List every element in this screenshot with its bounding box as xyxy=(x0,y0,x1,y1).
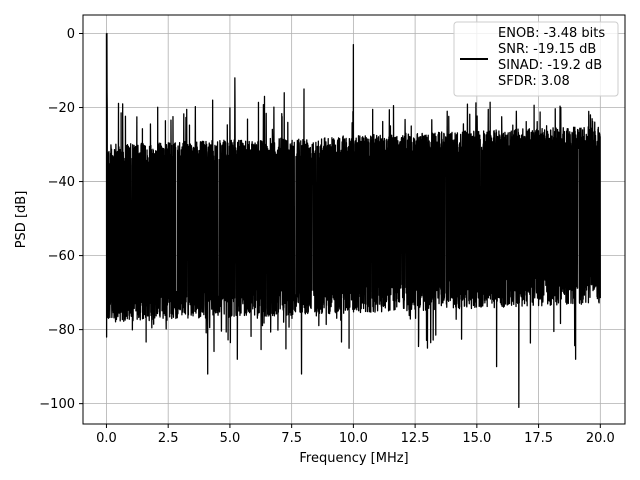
x-tick-label: 0.0 xyxy=(96,431,117,446)
legend-box xyxy=(453,21,619,97)
x-tick-label: 7.5 xyxy=(281,431,302,446)
legend-entry-line: SINAD: -19.2 dB xyxy=(498,58,602,73)
y-axis: 0 −20 −40 −60 −80 −100 xyxy=(39,27,83,412)
y-tick-label: −60 xyxy=(48,249,75,264)
x-axis: 0.0 2.5 5.0 7.5 10.0 12.5 15.0 17.5 20.0 xyxy=(96,424,615,446)
x-tick-label: 15.0 xyxy=(462,431,491,446)
legend-entry-line: SNR: -19.15 dB xyxy=(498,42,596,57)
x-tick-label: 20.0 xyxy=(586,431,615,446)
x-tick-label: 17.5 xyxy=(524,431,553,446)
y-tick-label: −100 xyxy=(39,397,75,412)
x-axis-label: Frequency [MHz] xyxy=(299,451,408,466)
x-tick-label: 2.5 xyxy=(158,431,179,446)
legend-entry-line: ENOB: -3.48 bits xyxy=(498,26,605,41)
x-tick-label: 5.0 xyxy=(220,431,241,446)
psd-series xyxy=(105,32,601,408)
y-tick-label: −40 xyxy=(48,175,75,190)
x-tick-label: 12.5 xyxy=(401,431,430,446)
axes-frame xyxy=(82,14,626,425)
x-tick-label: 10.0 xyxy=(339,431,368,446)
y-tick-label: −20 xyxy=(48,101,75,116)
psd-line xyxy=(105,32,601,408)
y-tick-label: 0 xyxy=(67,27,75,42)
legend-entry-line: SFDR: 3.08 xyxy=(498,74,570,89)
y-axis-label: PSD [dB] xyxy=(14,191,29,249)
y-tick-label: −80 xyxy=(48,323,75,338)
